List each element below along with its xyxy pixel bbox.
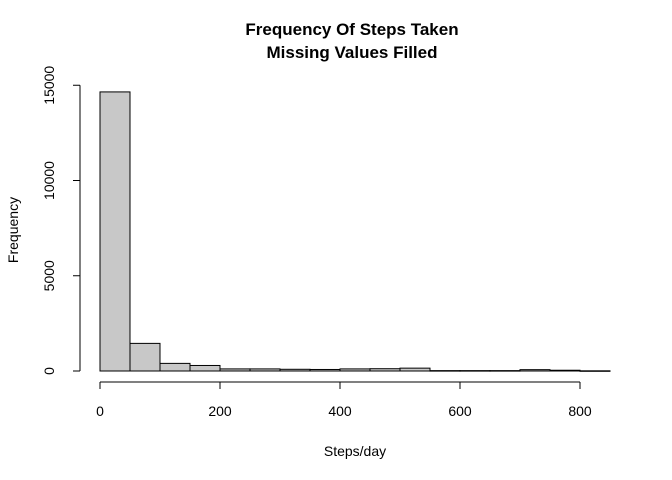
y-tick-label: 0 — [41, 367, 57, 375]
x-tick-label: 0 — [96, 403, 104, 419]
x-tick-label: 600 — [448, 403, 472, 419]
y-axis: 0 5000 10000 15000 — [41, 66, 81, 375]
histogram-bar — [279, 368, 311, 372]
histogram-bar — [519, 369, 551, 372]
histogram-bar — [99, 91, 131, 372]
x-tick-label: 200 — [208, 403, 232, 419]
y-tick-label: 10000 — [41, 161, 57, 200]
histogram-bar — [339, 368, 371, 372]
y-tick-label: 15000 — [41, 66, 57, 105]
histogram-bar — [459, 370, 491, 372]
histogram-bar — [399, 367, 431, 372]
y-axis-label: Frequency — [5, 197, 21, 263]
histogram-bar — [489, 370, 521, 372]
histogram-bar — [369, 368, 401, 372]
x-tick-label: 400 — [328, 403, 352, 419]
chart-subtitle: Missing Values Filled — [267, 43, 438, 62]
x-axis-label: Steps/day — [324, 443, 386, 459]
histogram-bar — [219, 368, 251, 372]
histogram-bar — [579, 370, 611, 372]
x-tick-label: 800 — [568, 403, 592, 419]
histogram-bar — [129, 342, 161, 372]
bars-group — [99, 91, 611, 372]
y-tick-label: 5000 — [41, 260, 57, 291]
histogram-bar — [309, 368, 341, 372]
histogram-bar — [249, 368, 281, 372]
histogram-bar — [429, 370, 461, 372]
chart-title: Frequency Of Steps Taken — [245, 20, 458, 39]
histogram-bar — [549, 369, 581, 372]
histogram-bar — [189, 364, 221, 372]
x-axis: 0 200 400 600 800 — [96, 381, 592, 419]
histogram-bar — [159, 362, 191, 372]
